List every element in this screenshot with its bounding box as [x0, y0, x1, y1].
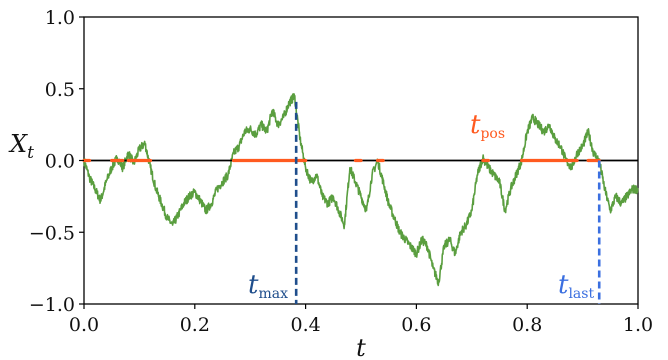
y-tick-label: 0.0	[45, 151, 75, 173]
x-tick-label: 0.4	[290, 314, 320, 336]
x-tick-label: 1.0	[623, 314, 653, 336]
ticks-layer: 0.0 0.2 0.4 0.6 0.8 1.0 1.0 0.5 0.0 −0.5 −1.0	[29, 7, 653, 336]
y-tick-label: 0.5	[45, 79, 75, 101]
tmax-label-subscript: max	[258, 286, 288, 302]
y-axis-label-main: X	[8, 130, 28, 158]
x-tick-label: 0.0	[69, 314, 99, 336]
tpos-label-subscript: pos	[480, 126, 505, 142]
tlast-label-subscript: last	[568, 286, 594, 302]
tmax-label-main: t	[248, 270, 259, 300]
tmax-label: tmax	[248, 270, 288, 302]
y-tick-label: 1.0	[45, 7, 75, 29]
tlast-label: tlast	[558, 270, 594, 302]
tpos-label: tpos	[470, 110, 505, 142]
brownian-path-series	[83, 93, 639, 287]
x-tick-label: 0.6	[401, 314, 431, 336]
y-tick-label: −0.5	[29, 222, 75, 244]
tpos-label-main: t	[470, 110, 481, 140]
y-tick-label: −1.0	[29, 294, 75, 316]
x-tick-label: 0.8	[512, 314, 542, 336]
y-axis-label: Xt	[8, 130, 34, 163]
brownian-path-line	[83, 93, 639, 287]
x-axis-label: t	[356, 334, 366, 360]
tlast-label-main: t	[558, 270, 569, 300]
marker-lines-layer	[294, 101, 601, 304]
y-axis-label-subscript: t	[27, 143, 34, 163]
x-tick-label: 0.2	[180, 314, 210, 336]
